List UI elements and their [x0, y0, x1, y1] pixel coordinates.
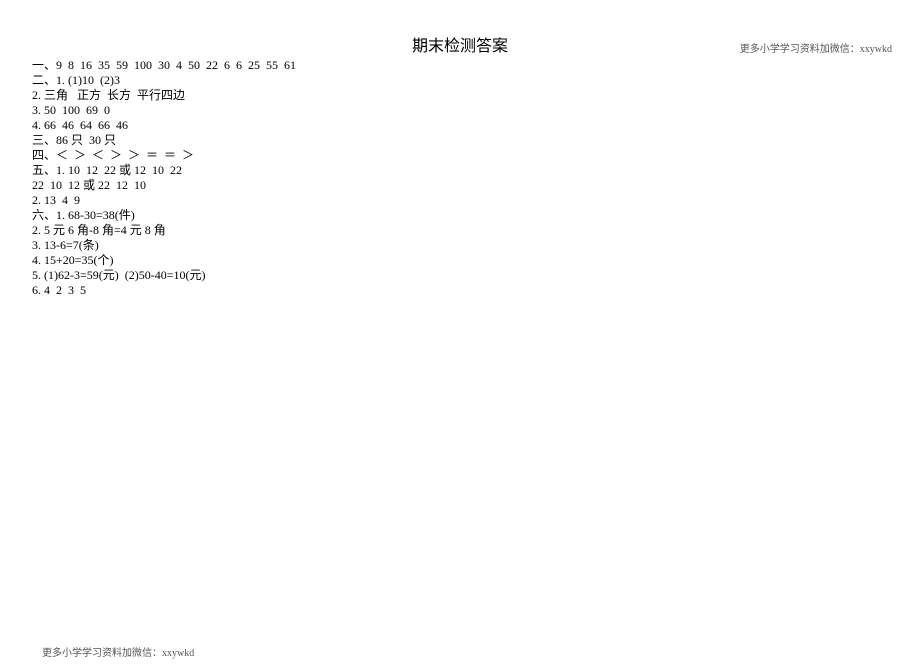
footer-note: 更多小学学习资料加微信：xxywkd: [42, 644, 194, 659]
answer-line: 2. 5 元 6 角-8 角=4 元 8 角: [32, 223, 900, 238]
answer-line: 4. 15+20=35(个): [32, 253, 900, 268]
answer-line: 22 10 12 或 22 12 10: [32, 178, 900, 193]
answer-line: 三、86 只 30 只: [32, 133, 900, 148]
answer-line: 2. 13 4 9: [32, 193, 900, 208]
answer-line: 2. 三角 正方 长方 平行四边: [32, 88, 900, 103]
answer-line: 6. 4 2 3 5: [32, 283, 900, 298]
answer-line: 二、1. (1)10 (2)3: [32, 73, 900, 88]
answer-line: 3. 13-6=7(条): [32, 238, 900, 253]
answer-line: 一、9 8 16 35 59 100 30 4 50 22 6 6 25 55 …: [32, 58, 900, 73]
answer-line: 六、1. 68-30=38(件): [32, 208, 900, 223]
answer-line: 5. (1)62-3=59(元) (2)50-40=10(元): [32, 268, 900, 283]
answer-line: 四、＜ ＞ ＜ ＞ ＞ ＝ ＝ ＞: [32, 148, 900, 163]
answer-line: 3. 50 100 69 0: [32, 103, 900, 118]
answer-line: 4. 66 46 64 66 46: [32, 118, 900, 133]
answer-content: 一、9 8 16 35 59 100 30 4 50 22 6 6 25 55 …: [0, 58, 920, 298]
answer-line: 五、1. 10 12 22 或 12 10 22: [32, 163, 900, 178]
header-note: 更多小学学习资料加微信：xxywkd: [740, 40, 892, 55]
